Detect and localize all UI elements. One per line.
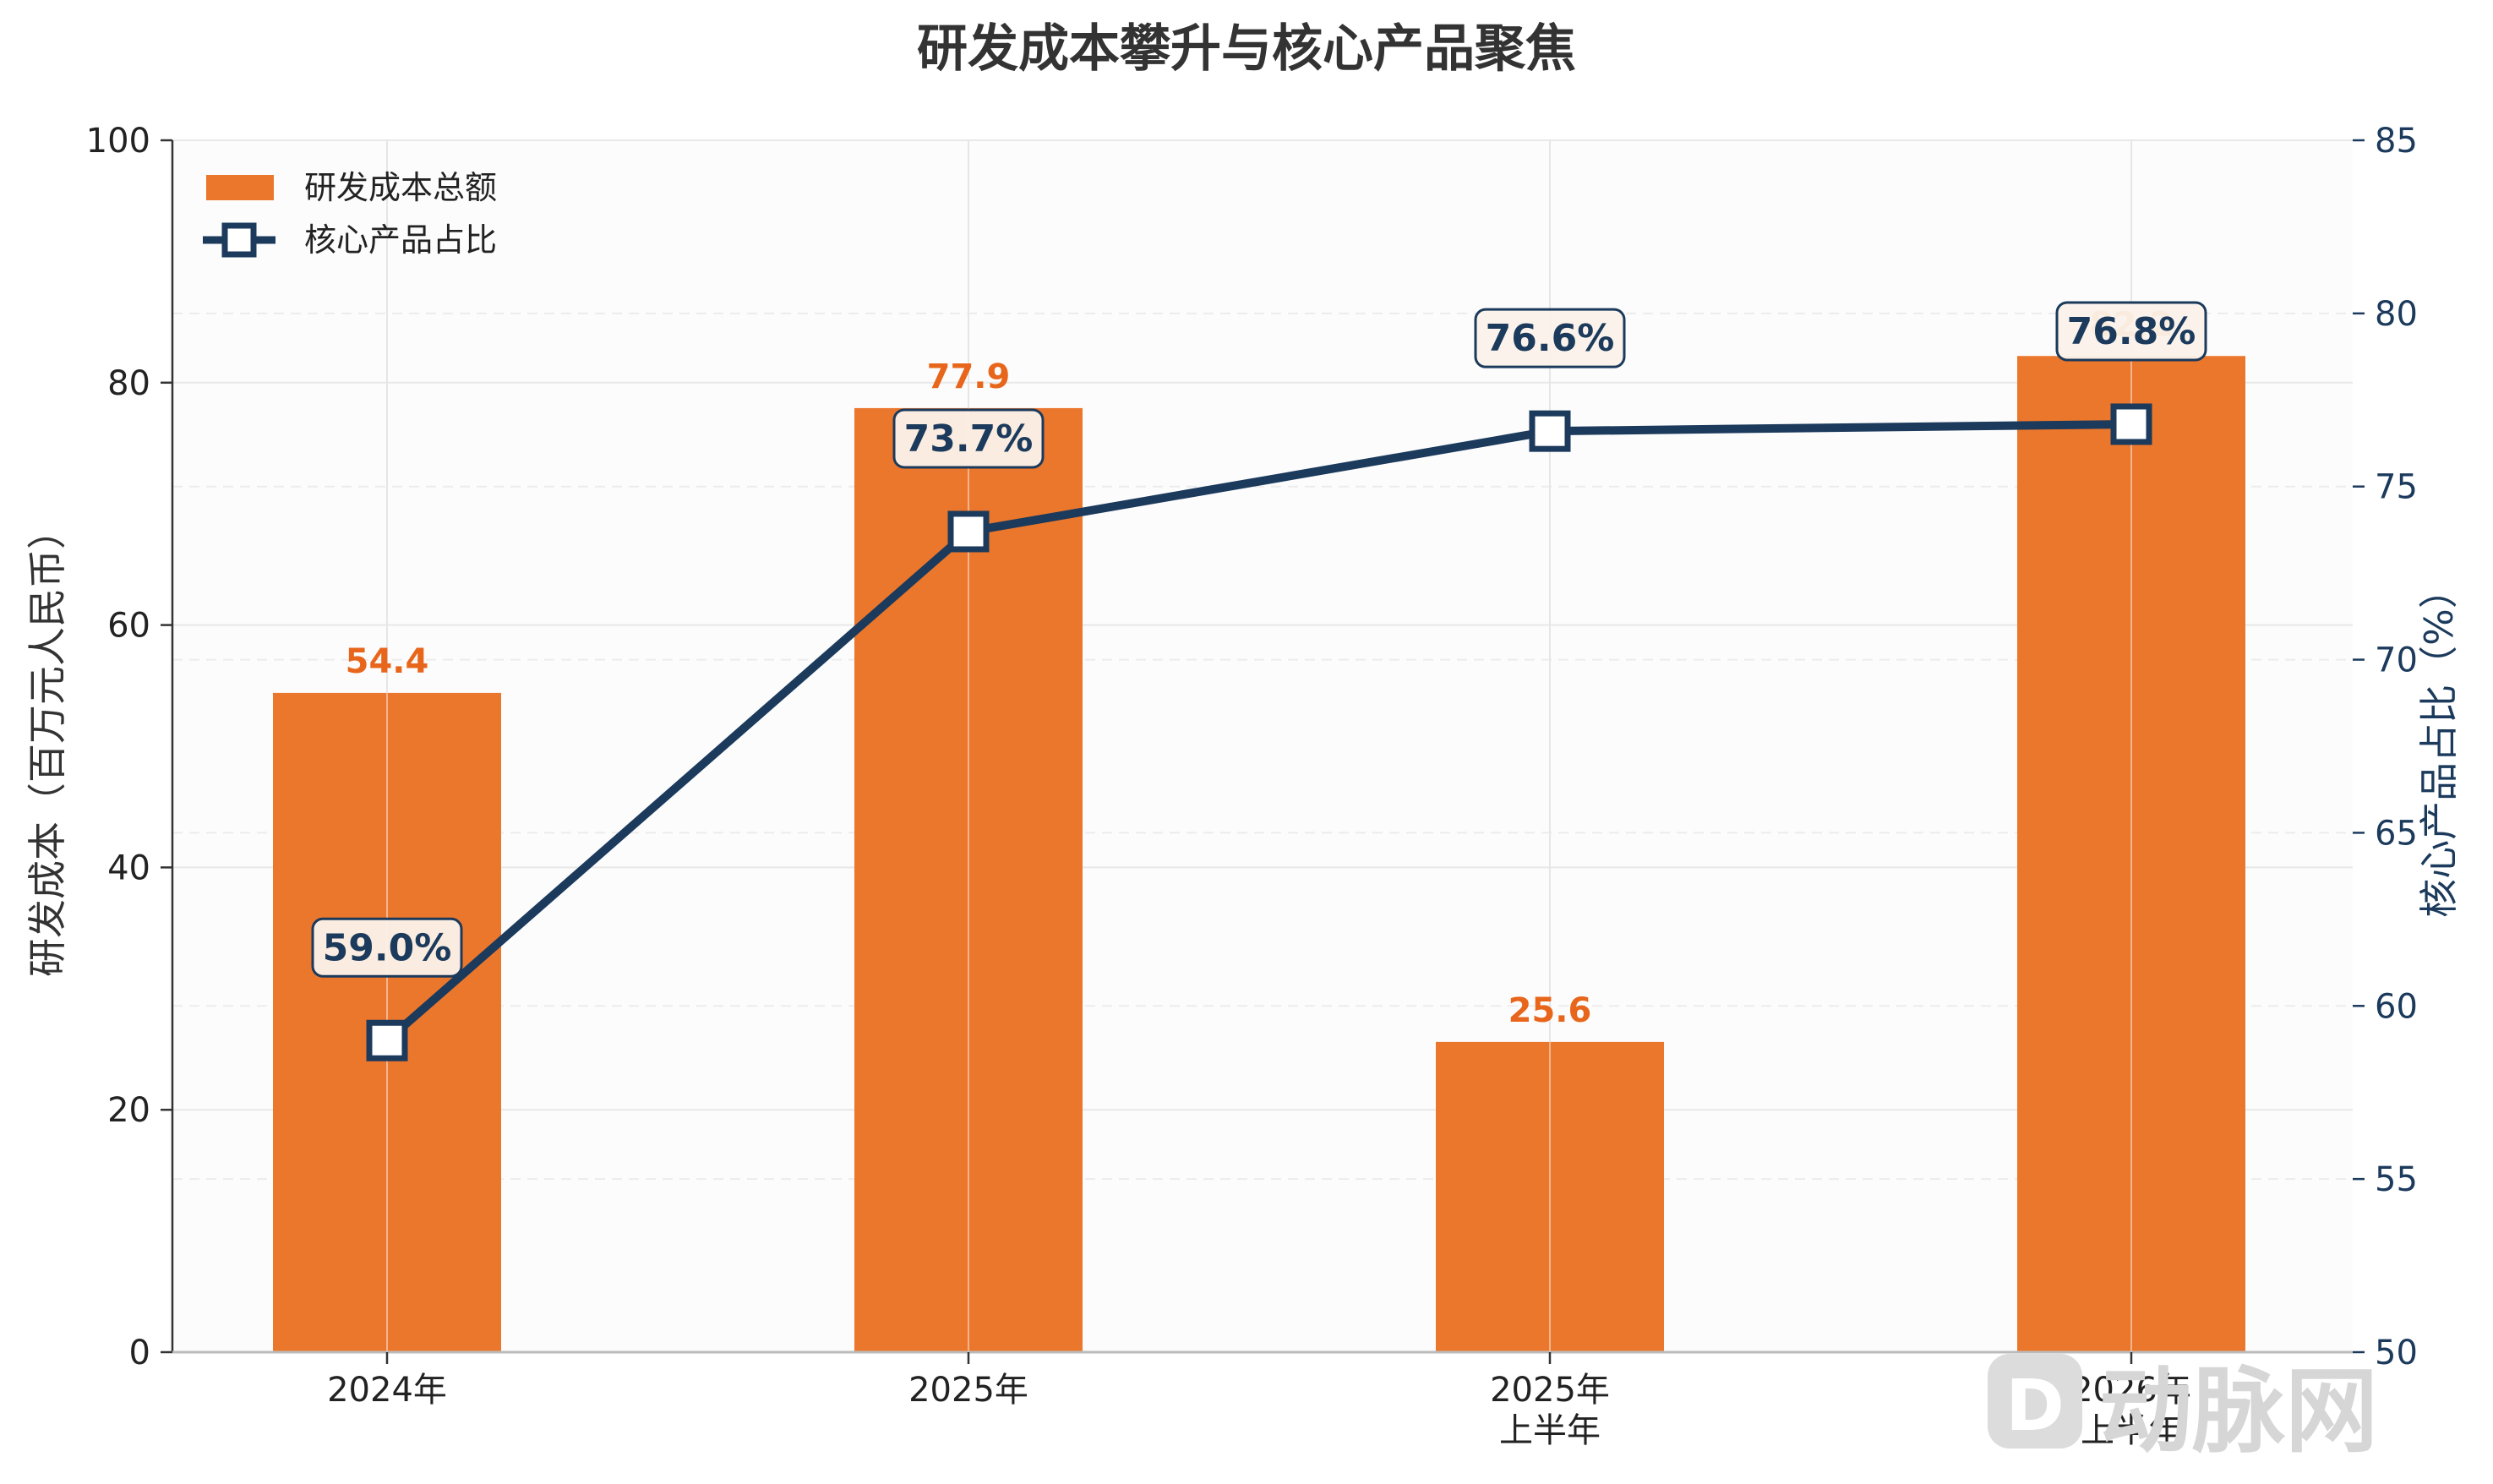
y-tick-label-left-0: 0 bbox=[129, 1334, 150, 1372]
y-tick-label-left-2: 40 bbox=[107, 848, 150, 887]
watermark-brand: 动脉网 bbox=[2099, 1357, 2378, 1465]
line-value-box-2 bbox=[1474, 308, 1626, 368]
plot-area bbox=[172, 140, 2353, 1352]
y-tick-label-right-0: 50 bbox=[2375, 1334, 2418, 1372]
line-value-label-1: 73.7% bbox=[904, 417, 1034, 461]
line-path bbox=[383, 419, 2136, 1045]
x-tick-label-0-0: 2024年 bbox=[327, 1371, 447, 1410]
bar-series bbox=[273, 356, 2245, 1353]
watermark-logo-glyph: D bbox=[2005, 1364, 2065, 1447]
y-tick-label-left-1: 20 bbox=[107, 1091, 150, 1130]
line-marker-3 bbox=[2110, 403, 2152, 445]
x-tick-label-2-0: 2025年 bbox=[1490, 1371, 1610, 1410]
axes: 0 20 40 60 80 100 50 55 60 65 70 75 80 85 2024年 2025年 20… bbox=[86, 122, 2418, 1450]
line-value-label-2: 76.6% bbox=[1486, 317, 1615, 360]
y-tick-label-right-4: 70 bbox=[2375, 641, 2418, 680]
bar-3 bbox=[2017, 356, 2245, 1353]
y-tick-label-right-2: 60 bbox=[2375, 987, 2418, 1026]
legend-line-label: 核心产品占比 bbox=[304, 221, 497, 259]
y-tick-label-right-5: 75 bbox=[2375, 468, 2418, 507]
line-value-box-0 bbox=[311, 917, 463, 978]
x-tick-label-3-1: 上半年 bbox=[2081, 1411, 2182, 1450]
line-value-box-1 bbox=[892, 408, 1045, 469]
watermark-logo-icon bbox=[1988, 1354, 2082, 1449]
x-tick-label-2-1: 上半年 bbox=[1499, 1411, 1601, 1450]
x-tick-label-3-0: 2026年 bbox=[2071, 1371, 2191, 1410]
watermark: D 动脉网 bbox=[1988, 1354, 2378, 1465]
legend-bar-label: 研发成本总额 bbox=[304, 169, 497, 206]
bar-2 bbox=[1436, 1041, 1664, 1352]
y-tick-label-right-7: 85 bbox=[2375, 122, 2418, 161]
y-tick-label-left-5: 100 bbox=[86, 122, 150, 161]
y-axis-label-right: 核心产品占比（%） bbox=[2416, 570, 2462, 918]
line-marker-0 bbox=[366, 1019, 408, 1061]
line-value-label-3: 76.8% bbox=[2067, 310, 2196, 353]
y-tick-label-left-4: 80 bbox=[107, 364, 150, 403]
bar-value-label-1: 77.9 bbox=[927, 357, 1011, 396]
bar-value-label-0: 54.4 bbox=[346, 642, 429, 681]
x-tick-label-1-0: 2025年 bbox=[908, 1371, 1028, 1410]
legend-bar-swatch bbox=[206, 175, 274, 200]
bar-1 bbox=[854, 407, 1083, 1352]
y-tick-label-left-3: 60 bbox=[107, 607, 150, 646]
y-tick-label-right-1: 55 bbox=[2375, 1160, 2418, 1199]
line-marker-1 bbox=[947, 510, 990, 553]
legend-line-marker bbox=[221, 222, 257, 258]
line-marker-2 bbox=[1529, 410, 1571, 452]
line-value-box-3 bbox=[2055, 301, 2207, 362]
chart-title: 研发成本攀升与核心产品聚焦 bbox=[917, 19, 1576, 79]
y-tick-label-right-6: 80 bbox=[2375, 295, 2418, 334]
y-tick-label-right-3: 65 bbox=[2375, 814, 2418, 853]
bar-value-label-2: 25.6 bbox=[1508, 991, 1592, 1030]
legend: 研发成本总额 核心产品占比 bbox=[203, 169, 497, 259]
line-value-labels: 59.0% 73.7% 76.6% 76.8% bbox=[311, 301, 2207, 978]
line-series bbox=[366, 403, 2152, 1061]
line-value-label-0: 59.0% bbox=[323, 926, 452, 969]
y-axis-label-left: 研发成本（百万元人民币） bbox=[25, 510, 70, 977]
